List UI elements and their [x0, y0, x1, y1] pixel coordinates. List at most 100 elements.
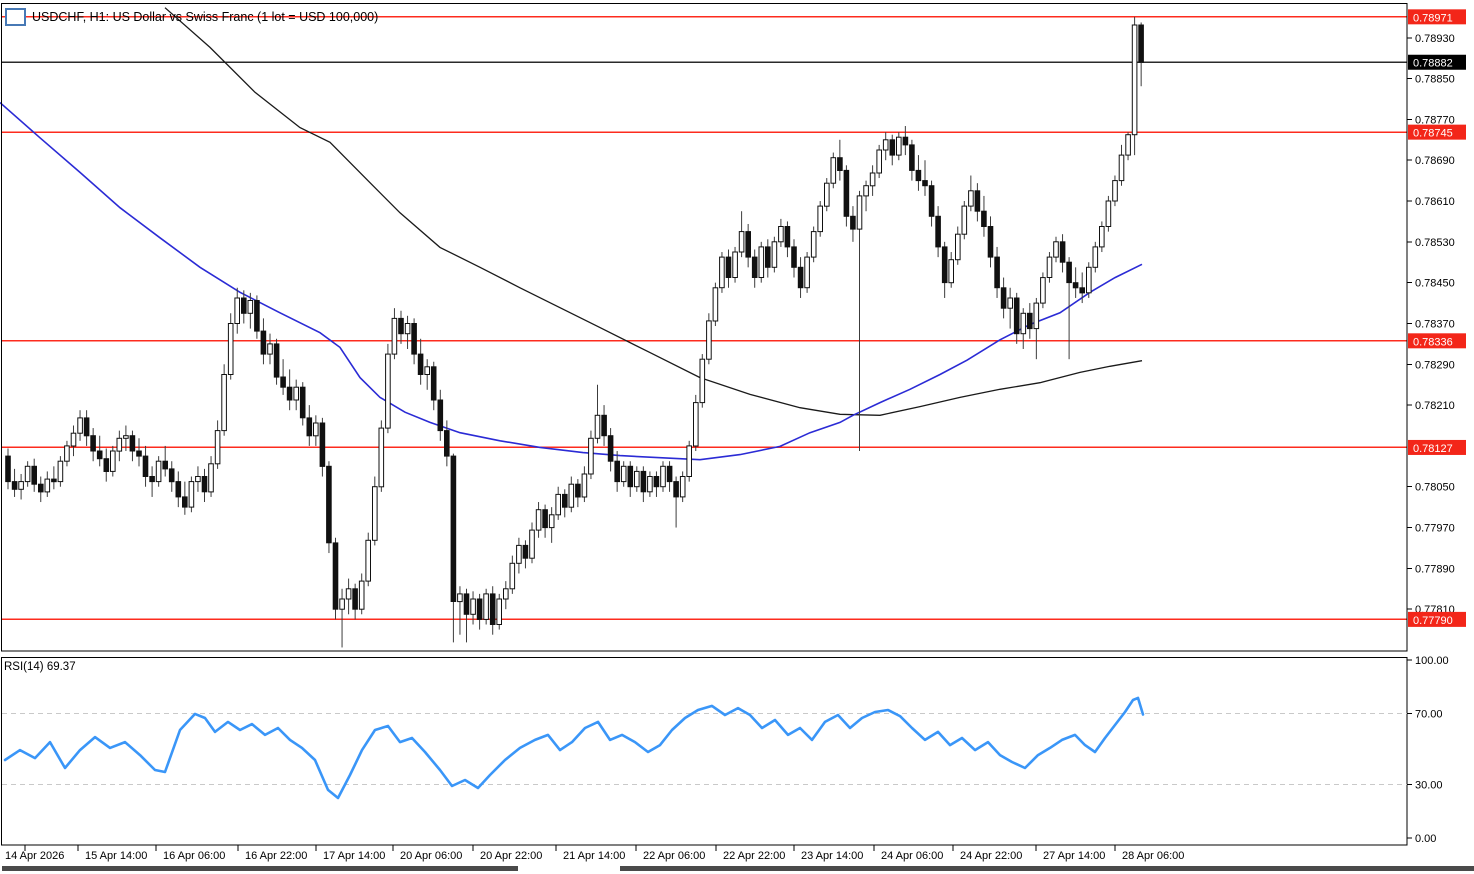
bear-candle [444, 430, 450, 457]
bull-candle [830, 157, 837, 184]
bull-candle [581, 473, 588, 498]
bull-candle [293, 386, 299, 401]
bull-candle [221, 374, 227, 432]
bear-candle [850, 215, 856, 230]
bull-candle [548, 514, 555, 529]
price-badge[interactable]: 0.78882 [1408, 54, 1466, 70]
bear-candle [928, 185, 935, 217]
bull-candle [955, 233, 961, 261]
time-label: 14 Apr 2026 [5, 850, 64, 862]
price-badge-label: 0.77790 [1413, 615, 1453, 627]
bull-candle [116, 437, 123, 452]
bear-candle [666, 465, 673, 483]
bull-candle [693, 402, 699, 447]
bull-candle [1020, 312, 1027, 335]
price-badge-box [1408, 439, 1466, 455]
bear-candle [1072, 282, 1079, 289]
bull-candle [882, 139, 889, 151]
rsi-tick-label: 30.00 [1415, 780, 1443, 792]
bull-candle [64, 445, 70, 462]
bear-candle [430, 366, 437, 401]
price-badge[interactable]: 0.78127 [1408, 439, 1466, 455]
price-tick-label: 0.78690 [1415, 155, 1455, 167]
bear-candle [725, 256, 732, 279]
time-label: 28 Apr 06:00 [1122, 850, 1184, 862]
price-badge[interactable]: 0.78971 [1408, 9, 1466, 25]
bear-candle [915, 169, 922, 182]
bear-candle [51, 478, 57, 483]
bull-candle [234, 297, 240, 324]
bull-candle [968, 190, 974, 207]
time-label: 22 Apr 22:00 [723, 850, 785, 862]
bull-candle [1007, 297, 1014, 309]
bear-candle [627, 465, 634, 488]
time-label: 23 Apr 14:00 [801, 850, 863, 862]
bull-candle [365, 539, 371, 582]
bull-candle [516, 544, 522, 564]
price-badge-label: 0.78745 [1413, 128, 1453, 140]
time-label: 20 Apr 06:00 [400, 850, 462, 862]
bull-candle [876, 149, 883, 174]
bear-candle [987, 226, 994, 258]
bear-candle [784, 226, 791, 248]
bull-candle [227, 323, 234, 375]
bear-candle [745, 231, 752, 258]
bull-candle [503, 588, 509, 600]
bear-candle [797, 266, 804, 289]
bear-candle [843, 169, 850, 217]
bull-candle [1118, 154, 1125, 182]
bear-candle [96, 450, 103, 460]
price-tick-label: 0.78850 [1415, 74, 1455, 86]
bull-candle [529, 529, 535, 559]
price-badge-label: 0.78971 [1413, 12, 1453, 24]
bull-candle [483, 593, 489, 620]
bull-candle [1105, 200, 1112, 227]
bull-candle [804, 256, 810, 289]
bear-candle [751, 256, 758, 279]
bear-candle [149, 476, 155, 483]
bear-candle [1013, 297, 1020, 335]
bear-candle [90, 435, 96, 452]
bear-candle [280, 376, 286, 388]
price-badge[interactable]: 0.78336 [1408, 333, 1466, 349]
bear-candle [142, 455, 149, 478]
price-badge[interactable]: 0.78745 [1408, 124, 1466, 140]
bull-candle [155, 460, 162, 483]
bear-candle [437, 399, 444, 432]
bull-candle [634, 470, 640, 488]
bull-candle [594, 414, 601, 439]
bear-candle [286, 386, 293, 401]
bear-candle [175, 481, 182, 498]
symbol-list-icon [5, 8, 26, 26]
bull-candle [1040, 277, 1046, 304]
bull-candle [372, 486, 378, 541]
time-label: 16 Apr 06:00 [163, 850, 225, 862]
bear-candle [575, 483, 581, 498]
bear-candle [129, 435, 136, 452]
bull-candle [18, 481, 24, 490]
bear-candle [5, 455, 11, 483]
bull-candle [345, 588, 352, 600]
price-badge[interactable]: 0.77790 [1408, 611, 1466, 627]
bull-candle [267, 343, 273, 355]
bear-candle [306, 417, 313, 437]
bull-candle [660, 465, 666, 488]
bear-candle [935, 215, 941, 248]
rsi-panel [1, 657, 1408, 846]
bull-candle [339, 598, 345, 610]
bull-candle [535, 509, 542, 531]
bull-candle [863, 185, 869, 197]
bull-candle [247, 300, 254, 314]
bottom-window-edge-right [620, 866, 1474, 871]
bear-candle [1059, 241, 1066, 263]
bull-candle [824, 182, 830, 207]
bull-candle [110, 450, 116, 472]
bull-candle [70, 432, 77, 447]
time-axis: 14 Apr 2026 15 Apr 14:00 16 Apr 06:00 16 Ap… [5, 845, 1184, 862]
main-chart-panel [0, 3, 1408, 652]
bull-candle [496, 598, 502, 625]
bull-candle [706, 320, 712, 360]
price-tick-label: 0.78610 [1415, 196, 1455, 208]
